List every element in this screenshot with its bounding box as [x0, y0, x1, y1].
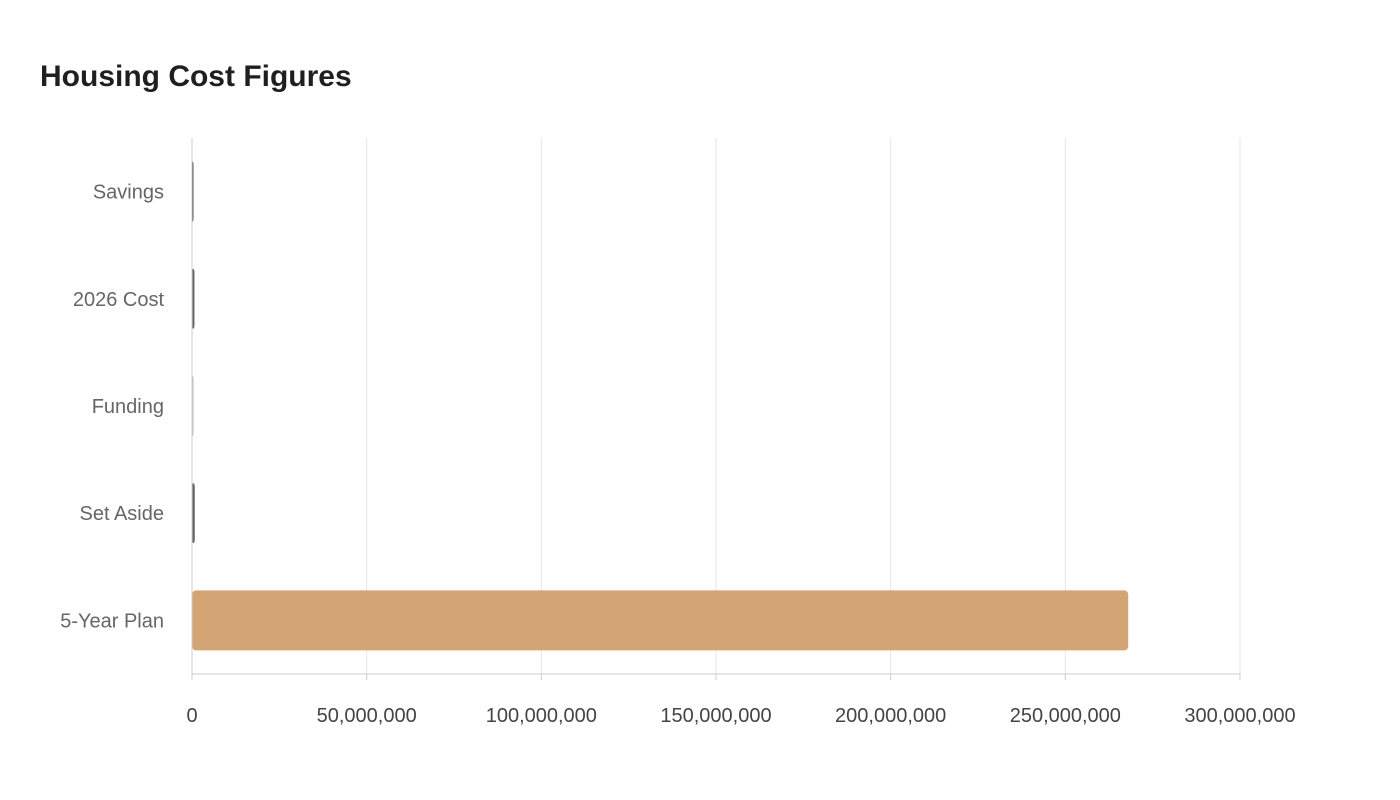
bar-set-aside	[192, 483, 195, 544]
x-tick-label: 200,000,000	[835, 705, 946, 727]
y-category-label: Savings	[93, 182, 164, 204]
x-tick-label: 150,000,000	[660, 705, 771, 727]
bar-2026-cost	[192, 268, 195, 329]
y-category-label: 5-Year Plan	[60, 610, 164, 632]
x-tick-label: 50,000,000	[317, 705, 417, 727]
chart-title: Housing Cost Figures	[40, 60, 352, 93]
y-category-label: Set Aside	[79, 503, 164, 525]
y-category-label: 2026 Cost	[73, 289, 165, 311]
gridlines	[366, 138, 1241, 674]
x-tick-label: 250,000,000	[1010, 705, 1121, 727]
axes	[191, 138, 1241, 680]
bars	[192, 161, 1129, 651]
labels: 0 50,000,000 100,000,000 150,000,000 200,000…	[60, 182, 1295, 727]
bar-5-year-plan	[192, 590, 1129, 651]
x-tick-label: 100,000,000	[486, 705, 597, 727]
y-category-label: Funding	[92, 396, 164, 418]
x-tick-label: 0	[186, 705, 197, 727]
x-tick-label: 300,000,000	[1184, 705, 1295, 727]
